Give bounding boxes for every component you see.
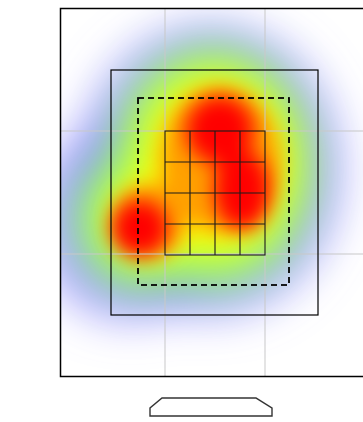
heatmap-layer — [35, 25, 340, 320]
display-stand-icon — [150, 398, 272, 416]
